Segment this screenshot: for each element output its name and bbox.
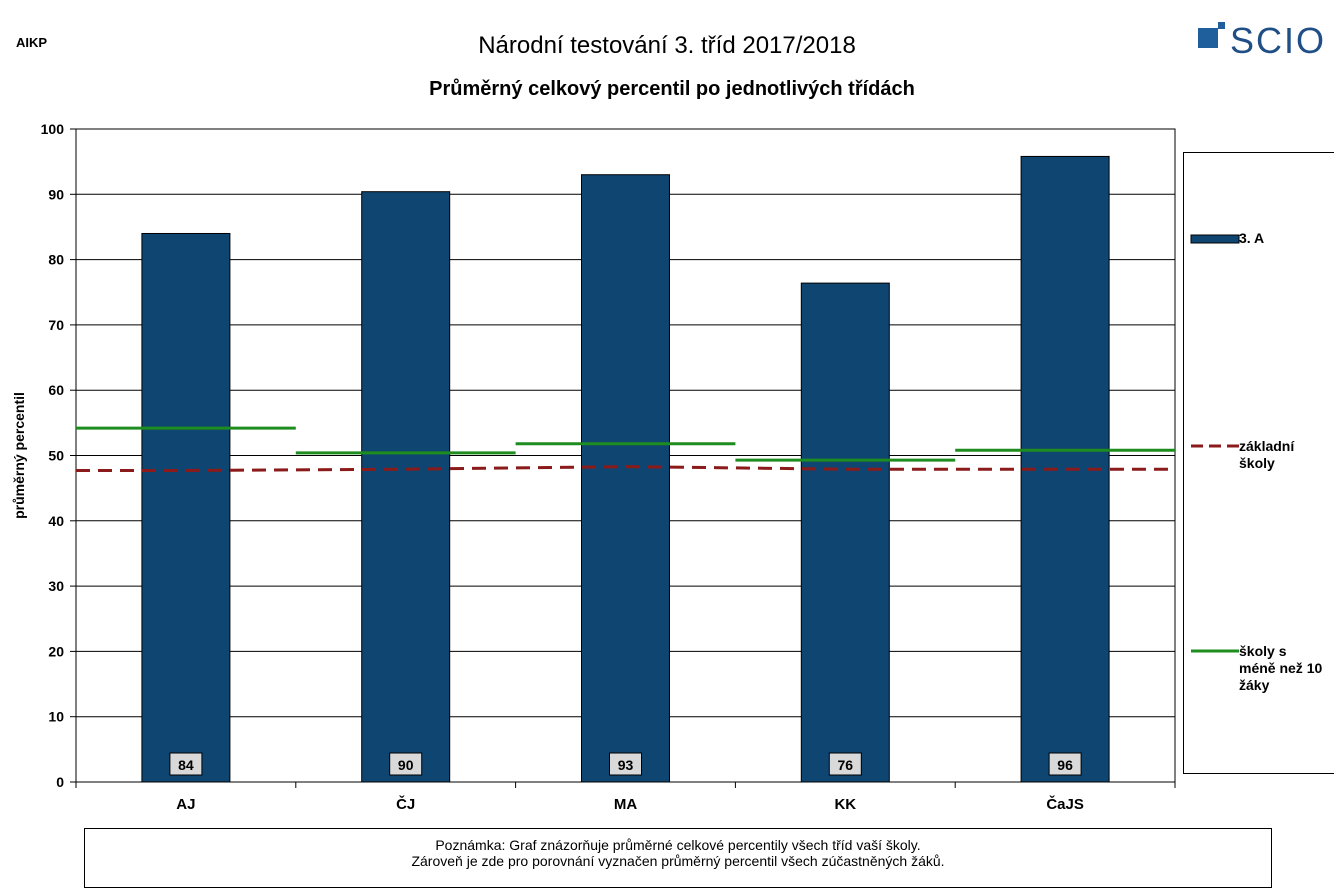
report-code: AIKP xyxy=(16,35,48,50)
y-tick-label: 100 xyxy=(41,121,65,137)
y-tick-label: 10 xyxy=(48,709,64,725)
legend-box xyxy=(1183,152,1334,774)
legend-label: školy s xyxy=(1239,643,1287,659)
x-tick-label: ČaJS xyxy=(1046,795,1084,813)
y-tick-label: 30 xyxy=(48,578,64,594)
y-tick-label: 80 xyxy=(48,252,64,268)
x-tick-label: AJ xyxy=(176,796,195,813)
legend-swatch-bar xyxy=(1190,234,1240,244)
data-label-box xyxy=(389,752,423,776)
y-tick-label: 20 xyxy=(48,643,64,659)
chart-title: Národní testování 3. tříd 2017/2018 xyxy=(478,32,856,59)
note-line-1: Poznámka: Graf znázorňuje průměrné celko… xyxy=(435,837,921,853)
y-tick-label: 0 xyxy=(56,774,64,790)
x-tick-label: KK xyxy=(834,796,856,813)
note-box: Poznámka: Graf znázorňuje průměrné celko… xyxy=(84,828,1272,888)
data-label: 90 xyxy=(398,757,414,773)
bar xyxy=(581,174,670,783)
chart-subtitle: Průměrný celkový percentil po jednotlivý… xyxy=(429,78,915,100)
note-line-2: Zároveň je zde pro porovnání vyznačen pr… xyxy=(411,853,945,869)
logo-text: SCIO xyxy=(1230,20,1327,61)
data-label: 76 xyxy=(838,757,854,773)
bar xyxy=(141,232,231,783)
x-tick-label: ČJ xyxy=(396,795,415,813)
legend-label: méně než 10 xyxy=(1239,660,1322,676)
legend-label: 3. A xyxy=(1239,230,1264,246)
legend-label: základní xyxy=(1239,438,1295,454)
logo-dot-icon xyxy=(1218,22,1225,29)
y-tick-label: 90 xyxy=(48,186,64,202)
data-label: 96 xyxy=(1057,757,1073,773)
bar xyxy=(361,191,451,783)
bar xyxy=(800,282,890,783)
legend-label: školy xyxy=(1239,455,1275,471)
data-label-box xyxy=(1048,752,1082,776)
data-label-box xyxy=(169,752,203,776)
logo-mark-icon xyxy=(1198,28,1218,48)
data-label-box xyxy=(828,752,862,776)
x-tick-label: MA xyxy=(614,796,637,813)
y-axis-label: průměrný percentil xyxy=(11,392,27,519)
y-tick-label: 50 xyxy=(48,448,64,464)
data-label: 93 xyxy=(618,757,634,773)
y-tick-label: 40 xyxy=(48,513,64,529)
data-label-box xyxy=(609,752,642,776)
data-label: 84 xyxy=(178,757,194,773)
y-tick-label: 70 xyxy=(48,317,64,333)
y-tick-label: 60 xyxy=(48,382,64,398)
legend-label: žáky xyxy=(1239,677,1270,693)
